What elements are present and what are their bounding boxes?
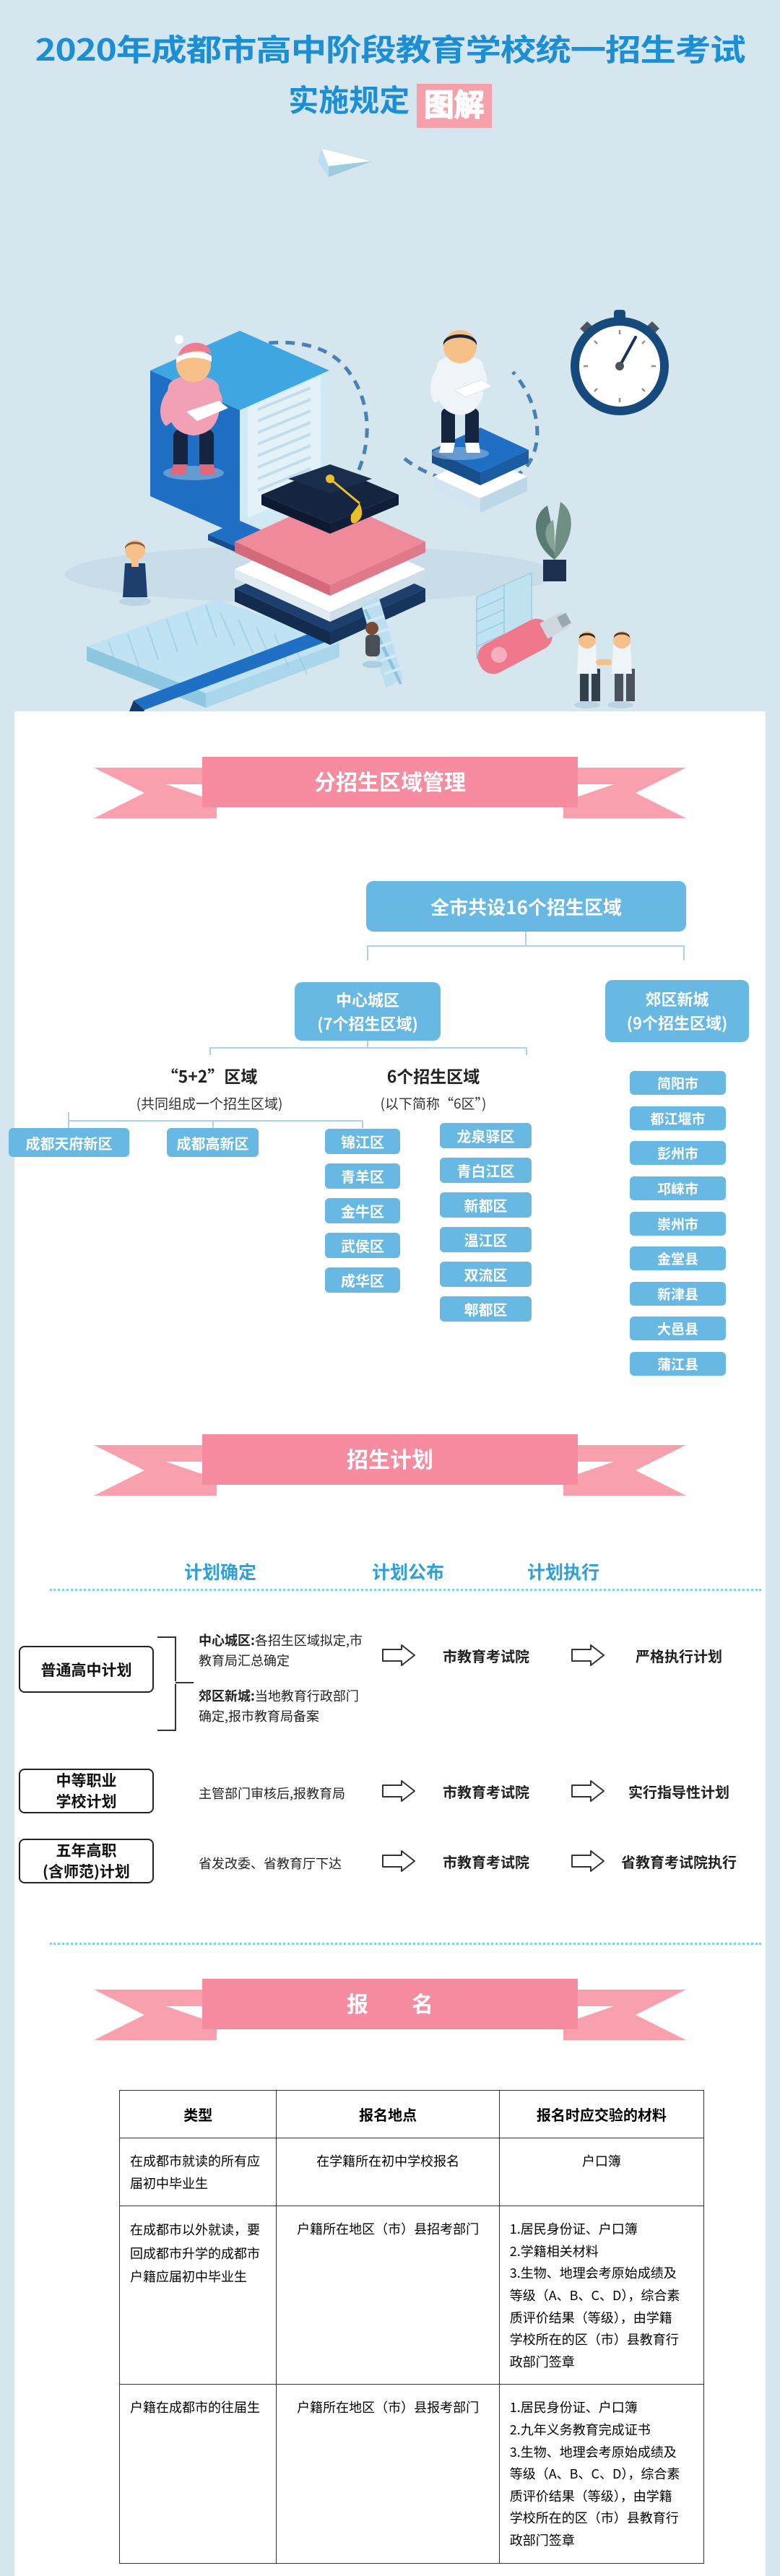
svg-text:招生计划: 招生计划 — [347, 1442, 433, 1474]
svg-text:报 名: 报 名 — [347, 1987, 433, 2018]
svg-text:分招生区域管理: 分招生区域管理 — [314, 765, 466, 797]
